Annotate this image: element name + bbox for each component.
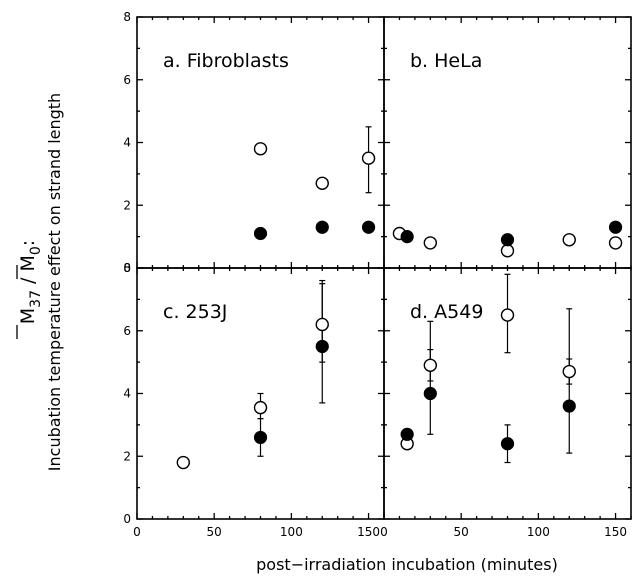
x-tick-label: 150 <box>357 525 380 539</box>
data-point-open <box>423 358 438 372</box>
data-point-open <box>500 308 515 322</box>
data-point-filled <box>500 437 515 451</box>
y-axis-title-group: Incubation temperature effect on strand … <box>16 93 64 471</box>
y-tick-label: 8 <box>123 261 131 275</box>
y-tick-label: 6 <box>123 73 131 87</box>
y-tick-label: 2 <box>123 449 131 463</box>
x-tick-label: 150 <box>604 525 627 539</box>
y-tick-label: 0 <box>123 261 131 275</box>
y-tick-label: 0 <box>123 512 131 526</box>
y-tick-label: 2 <box>123 198 131 212</box>
data-point-filled <box>253 430 268 445</box>
data-point-filled <box>253 226 268 241</box>
panel-title: a. Fibroblasts <box>163 50 289 72</box>
data-point-filled <box>608 220 623 234</box>
data-point-open <box>608 236 623 250</box>
x-tick-label: 100 <box>280 525 303 539</box>
data-point-open <box>253 142 268 156</box>
y-tick-label: 8 <box>123 10 131 24</box>
data-point-open <box>562 364 576 379</box>
ratio-colon: : <box>17 240 39 246</box>
data-point-open <box>423 236 438 250</box>
x-tick-label: 100 <box>527 525 550 539</box>
data-point-open <box>361 151 376 165</box>
data-point-filled <box>315 339 329 354</box>
panel-titles: a. Fibroblasts b. HeLa c. 253J d. A549 <box>163 50 483 323</box>
x-tick-label: 0 <box>380 525 388 539</box>
data-point-filled <box>315 220 329 234</box>
data-point-open <box>253 400 268 415</box>
data-point-filled <box>423 386 437 401</box>
data-point-open <box>500 244 515 258</box>
x-tick-label: 50 <box>454 525 469 539</box>
y-tick-label: 4 <box>123 136 131 150</box>
y-axis-ratio: M37 / M0: <box>17 240 44 324</box>
data-point-open <box>315 176 329 190</box>
y-tick-label: 6 <box>123 324 131 338</box>
ratio-slash: / <box>17 272 39 290</box>
panel-title: c. 253J <box>163 301 227 323</box>
error-bars <box>257 126 573 464</box>
y-tick-label: 4 <box>123 387 131 401</box>
data-points <box>176 142 623 470</box>
data-point-open <box>562 233 576 247</box>
panel-title: d. A549 <box>410 301 483 323</box>
ratio-den-sub: 0 <box>28 246 44 255</box>
x-tick-label: 0 <box>133 525 141 539</box>
data-point-filled <box>562 399 576 413</box>
y-axis-title: Incubation temperature effect on strand … <box>45 93 64 471</box>
data-point-filled <box>400 230 414 244</box>
ratio-num-base: M <box>17 308 39 324</box>
data-point-open <box>176 455 191 470</box>
ratio-num-sub: 37 <box>28 290 44 308</box>
axis-ticks <box>136 16 632 520</box>
panel-title: b. HeLa <box>410 50 482 72</box>
data-point-open <box>315 317 329 332</box>
data-point-filled <box>400 427 414 441</box>
x-axis-title: post−irradiation incubation (minutes) <box>256 555 558 574</box>
ratio-den-base: M <box>17 255 39 271</box>
data-point-filled <box>361 220 376 234</box>
data-point-filled <box>500 233 515 247</box>
x-tick-label: 50 <box>207 525 222 539</box>
